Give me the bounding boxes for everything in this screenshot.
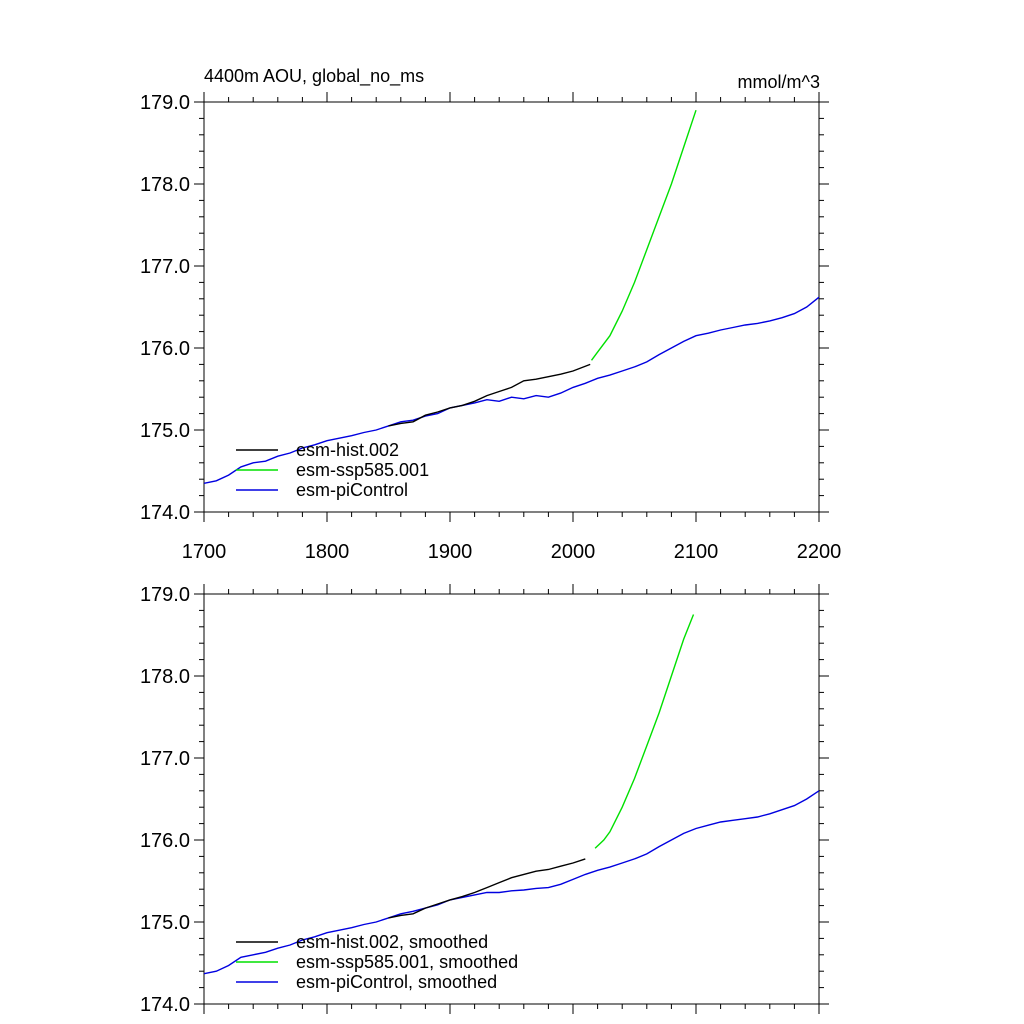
y-tick-label: 176.0 (140, 830, 190, 852)
chart-title: 4400m AOU, global_no_ms (204, 66, 424, 87)
y-tick-label: 174.0 (140, 502, 190, 524)
x-tick-label: 2000 (551, 541, 596, 563)
y-tick-label: 178.0 (140, 174, 190, 196)
series-line-0 (388, 858, 586, 919)
series-line-2 (204, 296, 819, 484)
series-line-1 (590, 109, 697, 361)
x-tick-label: 2100 (674, 541, 719, 563)
y-tick-label: 177.0 (140, 748, 190, 770)
x-tick-label: 2200 (797, 541, 842, 563)
y-tick-label: 178.0 (140, 666, 190, 688)
y-tick-label: 177.0 (140, 256, 190, 278)
x-tick-label: 1700 (182, 541, 227, 563)
y-tick-label: 179.0 (140, 92, 190, 114)
series-line-0 (388, 363, 591, 427)
plot-frame (203, 101, 820, 513)
legend-label: esm-piControl (296, 480, 408, 500)
plot-frame (203, 593, 820, 1005)
x-tick-label: 1900 (428, 541, 473, 563)
series-line-2 (204, 790, 819, 975)
y-tick-label: 174.0 (140, 994, 190, 1016)
x-tick-label: 1800 (305, 541, 350, 563)
legend-label: esm-hist.002 (296, 440, 399, 460)
legend-label: esm-piControl, smoothed (296, 972, 497, 992)
chart-units: mmol/m^3 (738, 72, 820, 92)
legend-label: esm-hist.002, smoothed (296, 932, 488, 952)
y-tick-label: 179.0 (140, 584, 190, 606)
top-panel: 174.0 175.0 176.0 177.0 178.0 179.0 1700 1800 19… (140, 66, 841, 563)
y-tick-label: 175.0 (140, 912, 190, 934)
bottom-panel: 174.0 175.0 176.0 177.0 178.0 179.0 esm-hist.0… (140, 584, 829, 1016)
legend-label: esm-ssp585.001, smoothed (296, 952, 518, 972)
y-tick-label: 176.0 (140, 338, 190, 360)
series-line-1 (594, 614, 695, 849)
legend-label: esm-ssp585.001 (296, 460, 429, 480)
y-tick-label: 175.0 (140, 420, 190, 442)
